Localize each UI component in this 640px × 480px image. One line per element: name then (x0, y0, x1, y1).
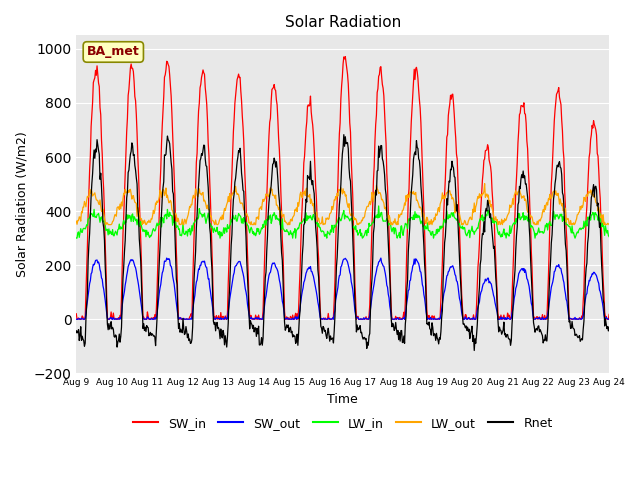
LW_out (82, 204, 90, 210)
SW_out (219, 315, 227, 321)
LW_in (137, 219, 145, 225)
Line: SW_in: SW_in (76, 57, 609, 319)
SW_out (82, 311, 90, 317)
Line: LW_out: LW_out (76, 183, 609, 225)
SW_in (342, 54, 349, 60)
LW_out (605, 222, 613, 228)
LW_out (102, 222, 110, 228)
SW_in (73, 316, 81, 322)
LW_in (375, 203, 383, 209)
Legend: SW_in, SW_out, LW_in, LW_out, Rnet: SW_in, SW_out, LW_in, LW_out, Rnet (128, 412, 557, 435)
SW_out (377, 255, 385, 261)
SW_out (408, 268, 416, 274)
SW_out (424, 316, 431, 322)
Rnet (137, 259, 145, 264)
Line: SW_out: SW_out (76, 258, 609, 319)
SW_out (72, 316, 80, 322)
LW_in (219, 230, 227, 236)
Rnet (424, 320, 431, 326)
LW_out (424, 216, 431, 222)
Rnet (82, 317, 90, 323)
Rnet (219, 327, 227, 333)
SW_in (192, 186, 200, 192)
LW_in (605, 234, 613, 240)
SW_in (72, 311, 80, 317)
LW_out (408, 189, 416, 195)
Line: Rnet: Rnet (76, 135, 609, 350)
SW_in (605, 312, 613, 317)
LW_out (481, 180, 488, 186)
SW_in (220, 316, 228, 322)
Y-axis label: Solar Radiation (W/m2): Solar Radiation (W/m2) (15, 132, 28, 277)
LW_in (424, 220, 431, 226)
Rnet (470, 348, 478, 353)
LW_out (72, 218, 80, 224)
Rnet (408, 180, 416, 186)
Rnet (191, 261, 198, 267)
SW_in (83, 264, 90, 270)
LW_in (191, 219, 198, 225)
Rnet (72, 328, 80, 334)
X-axis label: Time: Time (327, 393, 358, 406)
SW_in (138, 262, 145, 268)
SW_out (191, 292, 198, 298)
LW_in (72, 235, 80, 241)
Rnet (340, 132, 348, 138)
SW_in (424, 314, 432, 320)
LW_out (220, 210, 228, 216)
Rnet (605, 324, 613, 330)
LW_out (192, 186, 200, 192)
SW_out (137, 299, 145, 304)
SW_in (409, 93, 417, 98)
LW_out (138, 216, 145, 222)
LW_in (82, 225, 90, 230)
Title: Solar Radiation: Solar Radiation (285, 15, 401, 30)
LW_in (408, 215, 416, 221)
Text: BA_met: BA_met (87, 46, 140, 59)
SW_out (605, 316, 613, 322)
Line: LW_in: LW_in (76, 206, 609, 238)
